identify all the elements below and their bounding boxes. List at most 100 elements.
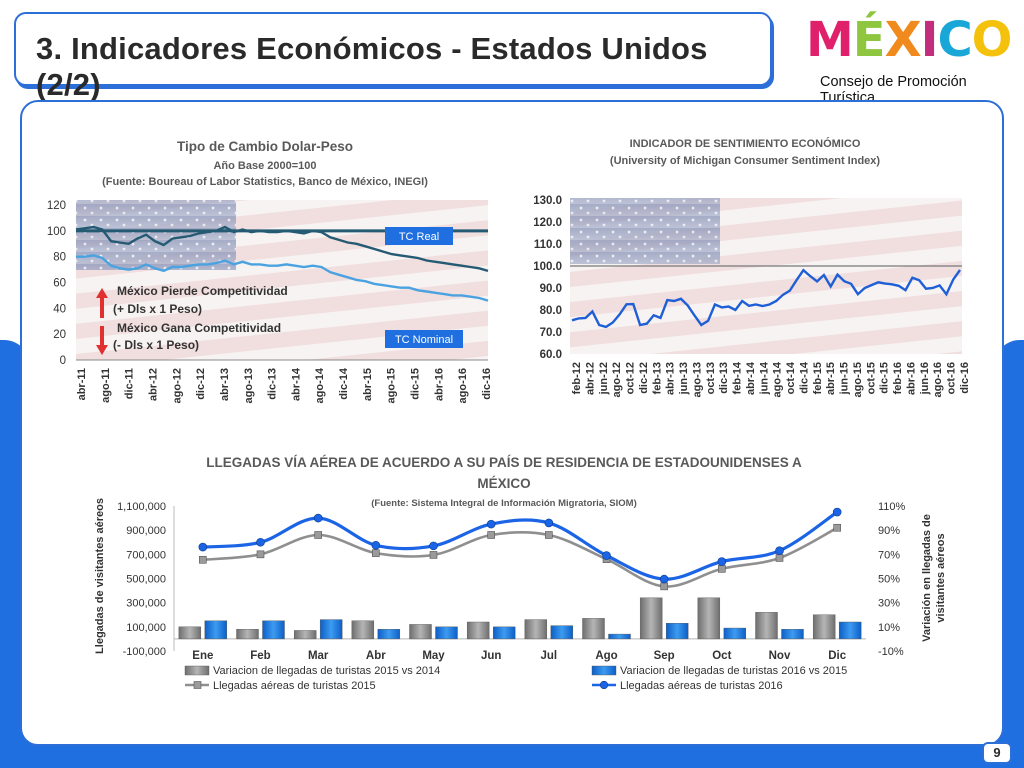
arrivals-point-2015 (833, 523, 841, 532)
sentiment-y-tick-label: 80.0 (540, 305, 562, 317)
exchange-series-line-1 (76, 254, 489, 302)
pierde-label: México Pierde Competitividad (117, 284, 288, 298)
exchange-x-tick-label: abr-16 (433, 368, 445, 401)
sentiment-x-tick-label: ago-15 (852, 362, 864, 397)
legend-swatch (184, 665, 210, 676)
arrivals-bar-0 (582, 618, 605, 640)
sentiment-x-tick-label: jun-13 (678, 362, 690, 395)
exchange-y-tick-label: 0 (60, 355, 66, 367)
exchange-y-tick-label: 100 (47, 226, 66, 238)
sentiment-y-tick-label: 100.0 (533, 261, 562, 273)
arrivals-chart-title-line2: MÉXICO (477, 476, 530, 491)
sentiment-x-tick-label: ago-13 (691, 362, 703, 397)
arrivals-chart-title-line1: LLEGADAS VÍA AÉREA DE ACUERDO A SU PAÍS … (206, 455, 802, 470)
mexico-logo-text: MÉXICO (806, 12, 1013, 68)
arrivals-y2-tick-label: 110% (878, 501, 906, 513)
arrivals-chart: LLEGADAS VÍA AÉREA DE ACUERDO A SU PAÍS … (94, 455, 947, 692)
arrivals-bar-0 (178, 626, 202, 640)
arrivals-y2-tick-label: 70% (878, 549, 900, 561)
arrivals-y2-tick-label: 10% (878, 622, 900, 634)
arrivals-bar-1 (377, 629, 401, 640)
sentiment-flag-background (570, 198, 962, 354)
arrivals-point-2016 (371, 540, 381, 550)
tc-nominal-label-text: TC Nominal (395, 334, 453, 346)
arrivals-category-label: Abr (366, 650, 386, 662)
sentiment-x-tick-label: ago-16 (932, 362, 944, 397)
exchange-x-tick-label: abr-13 (219, 368, 231, 401)
arrivals-y-tick-label: 1,100,000 (117, 501, 166, 513)
arrivals-y2-tick-label: 50% (878, 574, 900, 586)
arrivals-y-tick-label: 500,000 (126, 574, 166, 586)
arrivals-y-tick-label: -100,000 (123, 646, 166, 658)
sentiment-x-tick-label: dic-15 (879, 362, 891, 394)
arrivals-point-2016 (775, 546, 784, 556)
tc-nominal-label: TC Nominal (385, 330, 463, 348)
arrivals-y-tick-label: 100,000 (126, 622, 166, 634)
arrivals-category-label: Sep (654, 650, 675, 662)
arrivals-category-label: Ago (595, 650, 617, 662)
arrivals-y2-tick-label: 90% (878, 525, 900, 537)
arrivals-y-tick-label: 900,000 (126, 525, 166, 537)
sentiment-x-tick-label: abr-14 (745, 361, 757, 395)
exchange-rate-chart: Tipo de Cambio Dolar-Peso Año Base 2000=… (47, 139, 493, 403)
exchange-x-tick-label: ago-12 (171, 368, 183, 403)
sentiment-y-tick-label: 90.0 (540, 283, 562, 295)
sentiment-x-tick-label: feb-13 (651, 362, 663, 394)
exchange-x-tick-label: ago-11 (100, 368, 112, 403)
sentiment-x-tick-label: jun-16 (919, 362, 931, 395)
arrivals-point-2016 (832, 507, 842, 517)
arrivals-bar-1 (492, 626, 516, 640)
arrivals-right-axis-label-2: visitantes aéreos (935, 533, 947, 622)
exchange-x-tick-label: dic-15 (410, 368, 422, 400)
arrivals-category-label: Jul (541, 650, 558, 662)
sentiment-x-tick-label: jun-15 (839, 362, 851, 395)
arrivals-point-2016 (486, 519, 496, 529)
arrivals-bar-1 (435, 626, 458, 640)
arrivals-point-2016 (602, 551, 611, 560)
logo-letter: X (884, 12, 922, 68)
sentiment-x-tick-label: abr-16 (905, 362, 917, 395)
logo-letter: O (971, 12, 1013, 68)
sentiment-x-tick-label: oct-16 (946, 362, 958, 394)
exchange-y-tick-label: 120 (47, 200, 66, 212)
arrivals-line-1 (202, 510, 839, 581)
arrivals-point-2016 (659, 574, 669, 584)
arrivals-category-label: Nov (769, 650, 791, 662)
sentiment-x-tick-label: oct-13 (705, 362, 717, 394)
arrivals-y2-tick-label: -10% (878, 646, 904, 658)
sentiment-x-tick-label: dic-16 (959, 362, 971, 394)
arrivals-y-tick-label: 700,000 (126, 549, 166, 561)
sentiment-x-tick-label: dic-14 (798, 361, 810, 394)
exchange-series-line-0 (75, 225, 489, 273)
exchange-x-tick-label: ago-13 (243, 368, 255, 403)
sentiment-x-tick-label: oct-14 (785, 361, 797, 394)
arrivals-bar-1 (723, 627, 747, 640)
sentiment-x-tick-label: feb-16 (892, 362, 904, 394)
arrivals-bar-1 (781, 629, 804, 640)
sentiment-x-tick-label: abr-15 (825, 362, 837, 395)
arrivals-y-tick-label: 300,000 (126, 598, 166, 610)
exchange-x-tick-label: abr-14 (290, 367, 302, 401)
sentiment-series-line (571, 268, 961, 329)
exchange-y-tick-label: 80 (53, 252, 66, 264)
arrivals-point-2015 (775, 554, 784, 562)
arrivals-bar-0 (639, 597, 663, 640)
legend-marker (193, 681, 202, 689)
slide-title-box: 3. Indicadores Económicos - Estados Unid… (14, 12, 772, 102)
exchange-x-tick-label: ago-16 (457, 368, 469, 403)
arrivals-left-axis-label: Llegadas de visitantes aéreos (94, 498, 106, 654)
arrivals-category-label: Oct (712, 650, 731, 662)
arrivals-category-label: Ene (192, 650, 213, 662)
arrivals-category-label: Dic (828, 650, 847, 662)
exchange-chart-title: Tipo de Cambio Dolar-Peso (177, 139, 353, 154)
sentiment-x-tick-label: abr-13 (665, 362, 677, 395)
slide-title: 3. Indicadores Económicos - Estados Unid… (36, 31, 708, 102)
logo-letter: C (937, 12, 972, 68)
sentiment-chart-title: INDICADOR DE SENTIMIENTO ECONÓMICO (630, 137, 861, 150)
arrivals-bar-0 (236, 629, 259, 640)
sentiment-y-tick-label: 70.0 (540, 327, 562, 339)
sentiment-y-tick-label: 130.0 (533, 195, 562, 207)
legend-label: Llegadas aéreas de turistas 2016 (620, 680, 783, 692)
arrivals-category-label: Mar (308, 650, 329, 662)
arrivals-point-2016 (429, 541, 438, 551)
